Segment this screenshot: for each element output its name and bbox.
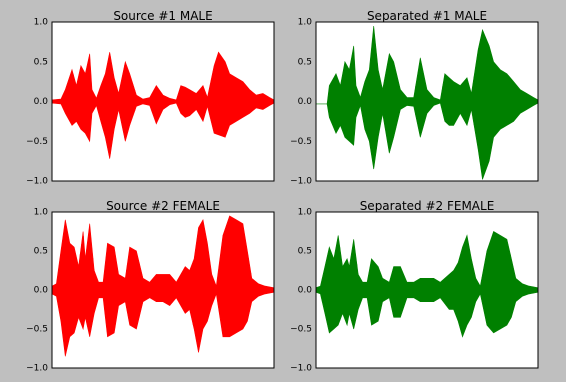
y-tick-label: 0.5 (298, 247, 312, 257)
y-tick-label: −0.5 (290, 137, 312, 147)
y-tick-label: −1.0 (290, 364, 312, 374)
y-tick-label: −0.5 (290, 325, 312, 335)
subplot-title: Separated #1 MALE (367, 9, 487, 23)
subplot-source-1-male: Source #1 MALE 1.0 0.5 0.0 −0.5 −1.0 (26, 9, 275, 187)
subplot-separated-2-female: Separated #2 FEMALE 1.0 0.5 0.0 −0.5 −1.… (290, 199, 539, 374)
plot-frame (51, 21, 275, 182)
y-tick-label: 0.5 (298, 57, 312, 67)
y-tick-label: 1.0 (298, 208, 313, 218)
y-tick-label: 0.5 (34, 247, 48, 257)
y-tick-label: −1.0 (290, 177, 312, 187)
subplot-title: Source #1 MALE (113, 9, 212, 23)
y-tick-label: −0.5 (26, 137, 48, 147)
y-tick-label: 0.5 (34, 57, 48, 67)
y-tick-label: 1.0 (298, 18, 313, 28)
plot-frame (51, 211, 275, 369)
subplot-source-2-female: Source #2 FEMALE 1.0 0.5 0.0 −0.5 −1.0 (26, 199, 275, 374)
plot-frame (315, 21, 539, 182)
y-tick-label: 0.0 (298, 286, 313, 296)
y-tick-label: 0.0 (34, 286, 49, 296)
y-tick-label: −1.0 (26, 177, 48, 187)
waveform-texture (326, 31, 539, 178)
y-tick-label: −1.0 (26, 364, 48, 374)
plot-frame (315, 211, 539, 369)
y-tick-label: 1.0 (34, 208, 49, 218)
subplot-separated-1-male: Separated #1 MALE 1.0 0.5 0.0 −0.5 −1.0 (290, 9, 539, 187)
subplot-title: Source #2 FEMALE (106, 199, 220, 213)
y-tick-label: 0.0 (34, 97, 49, 107)
y-tick-label: −0.5 (26, 325, 48, 335)
y-tick-label: 0.0 (298, 97, 313, 107)
y-tick-label: 1.0 (34, 18, 49, 28)
subplot-title: Separated #2 FEMALE (360, 199, 495, 213)
